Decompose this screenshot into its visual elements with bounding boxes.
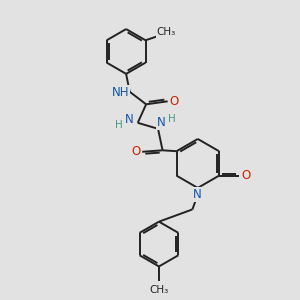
Text: N: N: [157, 116, 165, 129]
Text: N: N: [124, 113, 133, 126]
Text: H: H: [116, 120, 123, 130]
Text: O: O: [169, 95, 178, 108]
Text: N: N: [193, 188, 202, 201]
Text: O: O: [132, 145, 141, 158]
Text: CH₃: CH₃: [149, 285, 169, 295]
Text: H: H: [168, 114, 176, 124]
Text: NH: NH: [111, 86, 129, 99]
Text: O: O: [241, 169, 250, 182]
Text: CH₃: CH₃: [157, 27, 176, 37]
